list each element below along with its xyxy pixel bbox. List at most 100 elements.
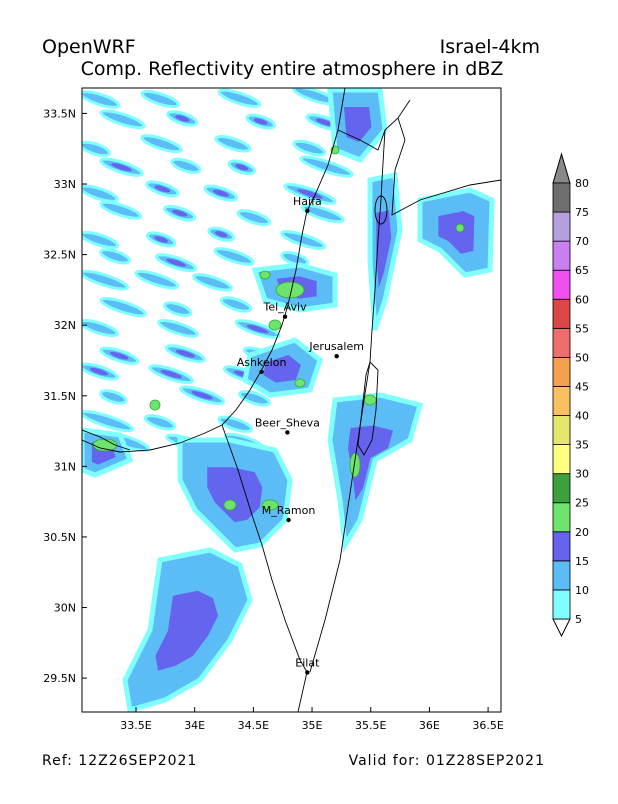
echo [207, 467, 263, 523]
echo [155, 590, 218, 671]
colorbar-label: 40 [575, 410, 589, 423]
city-dot [305, 670, 310, 675]
colorbar-label: 55 [575, 322, 589, 335]
colorbar-segment [552, 415, 571, 445]
echo [299, 155, 354, 178]
colorbar-segment [552, 182, 571, 213]
border [391, 117, 501, 216]
echo [99, 200, 143, 220]
border [297, 671, 308, 712]
footer-valid: Valid for: 01Z28SEP2021 [349, 753, 545, 769]
y-tick-label: 30N [54, 602, 76, 615]
y-tick-label: 32.5N [43, 249, 76, 262]
y-tick-label: 29.5N [43, 672, 76, 685]
echo [82, 269, 130, 291]
colorbar-segment [552, 473, 571, 504]
echo [259, 270, 271, 280]
geography [82, 88, 501, 712]
y-tick-label: 30.5N [43, 531, 76, 544]
colorbar-segment [552, 444, 571, 475]
colorbar-label: 70 [575, 235, 589, 248]
echo [349, 452, 361, 478]
echo [166, 258, 186, 267]
echo [82, 140, 111, 158]
colorbar-under [552, 618, 571, 638]
colorbar-label: 80 [575, 177, 589, 190]
city-dot [285, 430, 290, 435]
echo [82, 184, 119, 203]
city-label: Eilat [295, 656, 320, 669]
echo [297, 189, 323, 199]
echo [172, 209, 188, 217]
echo [280, 230, 327, 250]
echo [154, 236, 168, 243]
echo [160, 369, 182, 379]
colorbar-label: 50 [575, 351, 589, 364]
colorbar-label: 10 [575, 584, 589, 597]
x-tick-label: 34.5E [238, 719, 269, 732]
echo [344, 107, 372, 142]
echo [154, 185, 171, 193]
colorbar-segment [552, 531, 571, 562]
echo [263, 355, 301, 383]
city-dot [334, 354, 339, 359]
echo [376, 210, 392, 288]
colorbar-label: 45 [575, 380, 589, 393]
city-label: Tel_Aviv [262, 301, 307, 314]
echo [292, 139, 327, 157]
x-tick-label: 34E [184, 719, 205, 732]
echo [246, 324, 269, 334]
echo [217, 415, 254, 433]
echo [82, 90, 121, 109]
echo [236, 209, 272, 227]
echo [140, 134, 183, 154]
echo [175, 115, 190, 122]
echo [215, 231, 228, 238]
echo [261, 499, 279, 511]
colorbar-segment [552, 327, 571, 358]
colorbar-label: 15 [575, 555, 589, 568]
echo [363, 394, 377, 406]
echo [212, 189, 229, 197]
colorbar-segment [552, 589, 571, 620]
echo [157, 318, 200, 338]
city-dot [305, 208, 310, 214]
echo [89, 367, 109, 376]
city-label: Haifa [293, 195, 322, 208]
header-title: Comp. Reflectivity entire atmosphere in … [81, 58, 504, 80]
y-tick-label: 32N [54, 319, 76, 332]
y-tick-label: 31N [54, 460, 76, 473]
colorbar-label: 35 [575, 439, 589, 452]
header-right: Israel-4km [440, 36, 540, 58]
city-label: M_Ramon [262, 504, 316, 517]
echo [348, 425, 394, 501]
city-label: Jerusalem [308, 340, 364, 353]
echo [214, 135, 252, 153]
city-dot [282, 314, 288, 319]
x-tick-label: 36.5E [472, 719, 503, 732]
coastline [82, 429, 131, 451]
echo [99, 296, 147, 318]
echo [143, 414, 177, 431]
echo [235, 164, 249, 171]
echo [438, 211, 475, 254]
echo [223, 499, 237, 511]
echo [110, 351, 129, 360]
colorbar-over [552, 152, 571, 184]
echo [253, 118, 268, 125]
border [337, 99, 411, 151]
echo [99, 248, 131, 265]
echo [217, 88, 262, 108]
echo [170, 157, 202, 174]
colorbar-segment [552, 240, 571, 271]
colorbar-segment [552, 356, 571, 387]
colorbar-label: 75 [575, 206, 589, 219]
city-dot [259, 369, 264, 374]
echo [82, 318, 119, 338]
echo [268, 319, 282, 331]
echo [82, 410, 135, 433]
city-label: Beer_Sheva [255, 416, 320, 429]
echo [213, 247, 255, 266]
echo [175, 349, 195, 358]
colorbar-segment [552, 298, 571, 329]
